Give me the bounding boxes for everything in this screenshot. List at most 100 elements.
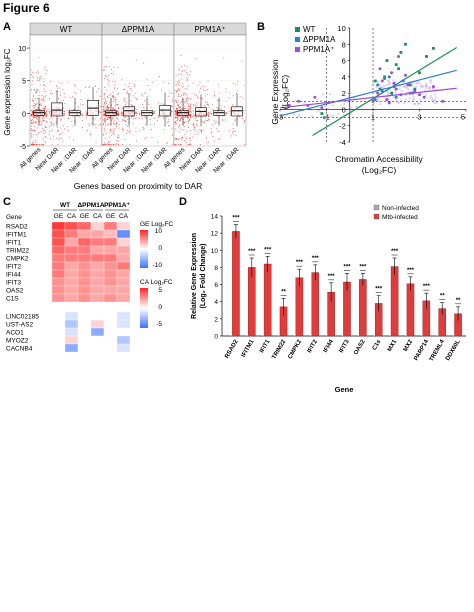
data-point <box>175 128 177 130</box>
data-point <box>242 117 244 119</box>
data-point <box>123 129 125 131</box>
data-point <box>183 64 186 66</box>
data-point <box>177 126 180 128</box>
data-point <box>72 139 75 141</box>
background-point <box>322 93 325 96</box>
subcol-header: CA <box>93 213 103 220</box>
y-tick-label: 4 <box>214 299 218 306</box>
data-point <box>111 108 114 110</box>
heatmap-cell <box>77 277 92 287</box>
data-point <box>104 92 106 94</box>
data-point <box>181 69 184 72</box>
data-point <box>199 81 201 83</box>
data-point <box>36 108 39 110</box>
data-point <box>43 81 45 83</box>
bar-mtb-infected <box>359 279 367 337</box>
heatmap-cell <box>116 237 131 247</box>
data-point <box>63 113 65 115</box>
heatmap-cell <box>116 221 131 231</box>
category-label: IFIT2 <box>307 338 320 354</box>
data-point <box>177 89 179 91</box>
data-point <box>176 123 178 125</box>
bar-non-infected <box>341 335 344 336</box>
data-point <box>103 134 105 136</box>
data-point <box>48 118 50 120</box>
data-point <box>43 88 45 90</box>
data-point <box>115 99 117 101</box>
data-point <box>205 89 207 91</box>
data-point <box>72 125 74 127</box>
data-point <box>31 122 33 125</box>
data-point <box>175 116 177 118</box>
data-point <box>128 127 130 129</box>
data-point <box>72 95 74 97</box>
legend-label: ΔPPM1A <box>303 35 336 44</box>
data-point <box>50 116 52 118</box>
data-point <box>85 111 87 113</box>
data-point <box>220 105 222 107</box>
data-point <box>189 140 192 142</box>
data-point <box>112 81 114 83</box>
data-point <box>146 78 148 80</box>
data-point <box>242 112 244 114</box>
ge-legend-tick: 0 <box>158 245 162 252</box>
bar-non-infected <box>262 335 265 336</box>
data-point <box>60 127 62 129</box>
data-point <box>40 117 42 119</box>
data-point <box>178 83 180 85</box>
data-point <box>188 117 190 119</box>
data-point <box>109 118 111 120</box>
data-point <box>138 118 140 120</box>
data-point <box>31 143 33 145</box>
data-point <box>51 92 53 94</box>
background-point <box>386 79 390 82</box>
data-point <box>105 118 107 120</box>
data-point <box>114 128 116 130</box>
background-point <box>329 93 332 96</box>
data-point <box>56 130 59 132</box>
data-point <box>41 94 43 96</box>
data-point <box>195 94 198 96</box>
data-point <box>102 114 104 116</box>
data-point <box>193 110 195 112</box>
data-point <box>36 77 39 79</box>
data-point <box>203 129 205 131</box>
data-point <box>40 121 42 123</box>
data-point <box>98 99 100 101</box>
data-point <box>178 73 180 75</box>
background-point <box>429 94 432 98</box>
heatmap-cell <box>51 229 66 239</box>
data-point <box>204 95 206 97</box>
heatmap-cell <box>116 343 131 353</box>
data-point <box>139 112 141 114</box>
data-point <box>104 104 106 106</box>
y-tick-label: 0 <box>214 334 218 341</box>
data-point <box>190 111 192 113</box>
background-point <box>380 86 383 89</box>
bar-non-infected <box>357 335 360 336</box>
data-point <box>204 105 206 107</box>
data-point <box>44 126 46 128</box>
data-point <box>146 95 149 98</box>
data-point <box>108 94 110 96</box>
data-point <box>167 82 170 84</box>
gene-label: IFIT1 <box>6 240 22 247</box>
data-point <box>234 131 236 133</box>
data-point <box>105 107 107 110</box>
data-point <box>111 119 113 121</box>
data-point <box>230 113 232 115</box>
data-point <box>31 128 33 130</box>
data-point <box>235 134 237 136</box>
data-point <box>59 133 62 135</box>
data-point <box>38 78 40 80</box>
background-point <box>419 98 422 101</box>
series-point <box>322 116 326 120</box>
data-point <box>194 133 196 135</box>
y-tick-label: 10 <box>211 248 219 255</box>
data-point <box>205 119 207 122</box>
data-point <box>171 99 173 101</box>
data-point <box>182 83 184 85</box>
data-point <box>125 123 127 126</box>
heatmap-cell <box>51 335 66 345</box>
data-point <box>188 109 190 111</box>
